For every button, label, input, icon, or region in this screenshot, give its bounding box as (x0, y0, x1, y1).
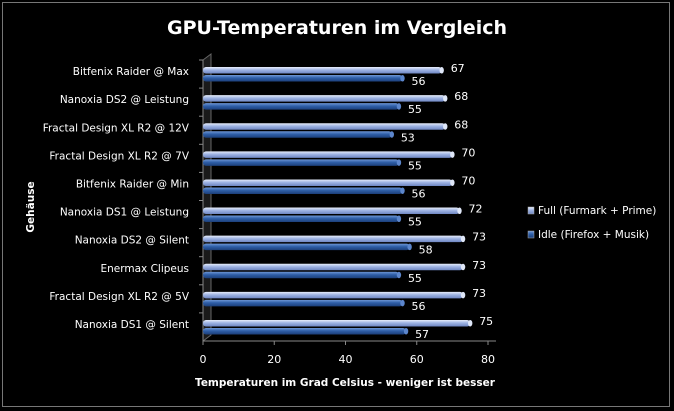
bar-idle (203, 187, 403, 194)
bar-full (203, 207, 460, 215)
category-label: Bitfenix Raider @ Min (76, 178, 189, 190)
data-label-idle: 55 (408, 216, 422, 229)
bar-cap (407, 243, 412, 251)
bar-full (203, 319, 471, 327)
bar-cap (389, 131, 395, 138)
data-label-full: 73 (472, 287, 486, 300)
legend-label: Full (Furmark + Prime) (538, 205, 656, 217)
data-label-full: 68 (454, 118, 468, 131)
bar-cap (450, 179, 455, 186)
data-label-idle: 55 (408, 272, 422, 285)
bar-cap (396, 215, 402, 223)
category-label: Nanoxia DS2 @ Silent (75, 235, 189, 247)
data-label-full: 68 (454, 90, 468, 103)
x-tick-label: 0 (200, 353, 207, 366)
bar-idle (203, 299, 403, 307)
bar-cap (396, 271, 402, 279)
category-label: Nanoxia DS1 @ Leistung (60, 207, 189, 219)
category-label: Bitfenix Raider @ Max (73, 66, 189, 78)
legend-swatch (527, 230, 535, 239)
bar-cap (396, 159, 402, 166)
data-label-idle: 58 (419, 244, 433, 257)
category-label: Fractal Design XL R2 @ 7V (49, 150, 189, 162)
data-label-full: 67 (451, 62, 465, 75)
legend-label: Idle (Firefox + Musik) (538, 229, 649, 241)
category-label: Enermax Clipeus (100, 263, 189, 275)
bar-full (203, 123, 446, 130)
chart-title: GPU-Temperaturen im Vergleich (167, 17, 507, 39)
bar-idle (203, 159, 399, 166)
category-label: Fractal Design XL R2 @ 5V (49, 291, 189, 303)
category-label: Fractal Design XL R2 @ 12V (43, 122, 190, 134)
x-tick-label: 20 (267, 353, 281, 366)
x-tick-label: 80 (481, 353, 495, 366)
category-label: Nanoxia DS1 @ Silent (75, 319, 189, 331)
data-label-full: 75 (479, 315, 493, 328)
data-label-full: 73 (472, 231, 486, 244)
plot-area: 0 20 40 60 80 Bitfenix Raider @ Max 67 56 Nanoxi… (43, 53, 496, 366)
bar-full (203, 179, 453, 186)
bar-cap (396, 103, 402, 110)
bar-full (203, 291, 464, 299)
bar-cap (403, 327, 409, 335)
bar-cap (400, 187, 405, 194)
bar-full (203, 263, 464, 271)
x-tick-label: 60 (410, 353, 424, 366)
bar-cap (467, 319, 473, 327)
bar-cap (460, 263, 466, 271)
bar-cap (400, 75, 405, 82)
bar-idle (203, 131, 392, 138)
bar-idle (203, 271, 399, 279)
data-label-idle: 57 (415, 328, 429, 341)
x-tick-label: 40 (339, 353, 353, 366)
bar-full (203, 235, 464, 243)
bar-full (203, 95, 446, 102)
data-label-full: 73 (472, 259, 486, 272)
data-label-idle: 56 (412, 300, 426, 313)
bar-cap (443, 95, 448, 102)
y-axis-title: Gehäuse (25, 181, 37, 232)
category-label: Nanoxia DS2 @ Leistung (60, 94, 189, 106)
bar-cap (460, 291, 466, 299)
data-label-full: 70 (461, 146, 475, 159)
bar-idle (203, 327, 407, 335)
data-label-full: 70 (461, 174, 475, 187)
bar-full (203, 67, 442, 74)
bar-idle (203, 215, 399, 223)
bar-cap (457, 207, 462, 215)
bar-cap (400, 299, 405, 307)
bar-cap (460, 235, 466, 243)
data-label-idle: 56 (412, 187, 426, 200)
bar-idle (203, 103, 399, 110)
bar-full (203, 151, 453, 158)
bar-idle (203, 75, 403, 82)
data-label-full: 72 (469, 203, 483, 216)
data-label-idle: 53 (401, 131, 415, 144)
bar-cap (450, 151, 455, 158)
x-axis-title: Temperaturen im Grad Celsius - weniger i… (195, 377, 496, 389)
legend: Full (Furmark + Prime) Idle (Firefox + Mu… (527, 205, 656, 241)
data-label-idle: 56 (412, 75, 426, 88)
bar-cap (443, 123, 448, 130)
data-label-idle: 55 (408, 103, 422, 116)
data-label-idle: 55 (408, 159, 422, 172)
bar-idle (203, 243, 410, 251)
legend-swatch (527, 206, 535, 215)
bar-cap (439, 67, 444, 74)
